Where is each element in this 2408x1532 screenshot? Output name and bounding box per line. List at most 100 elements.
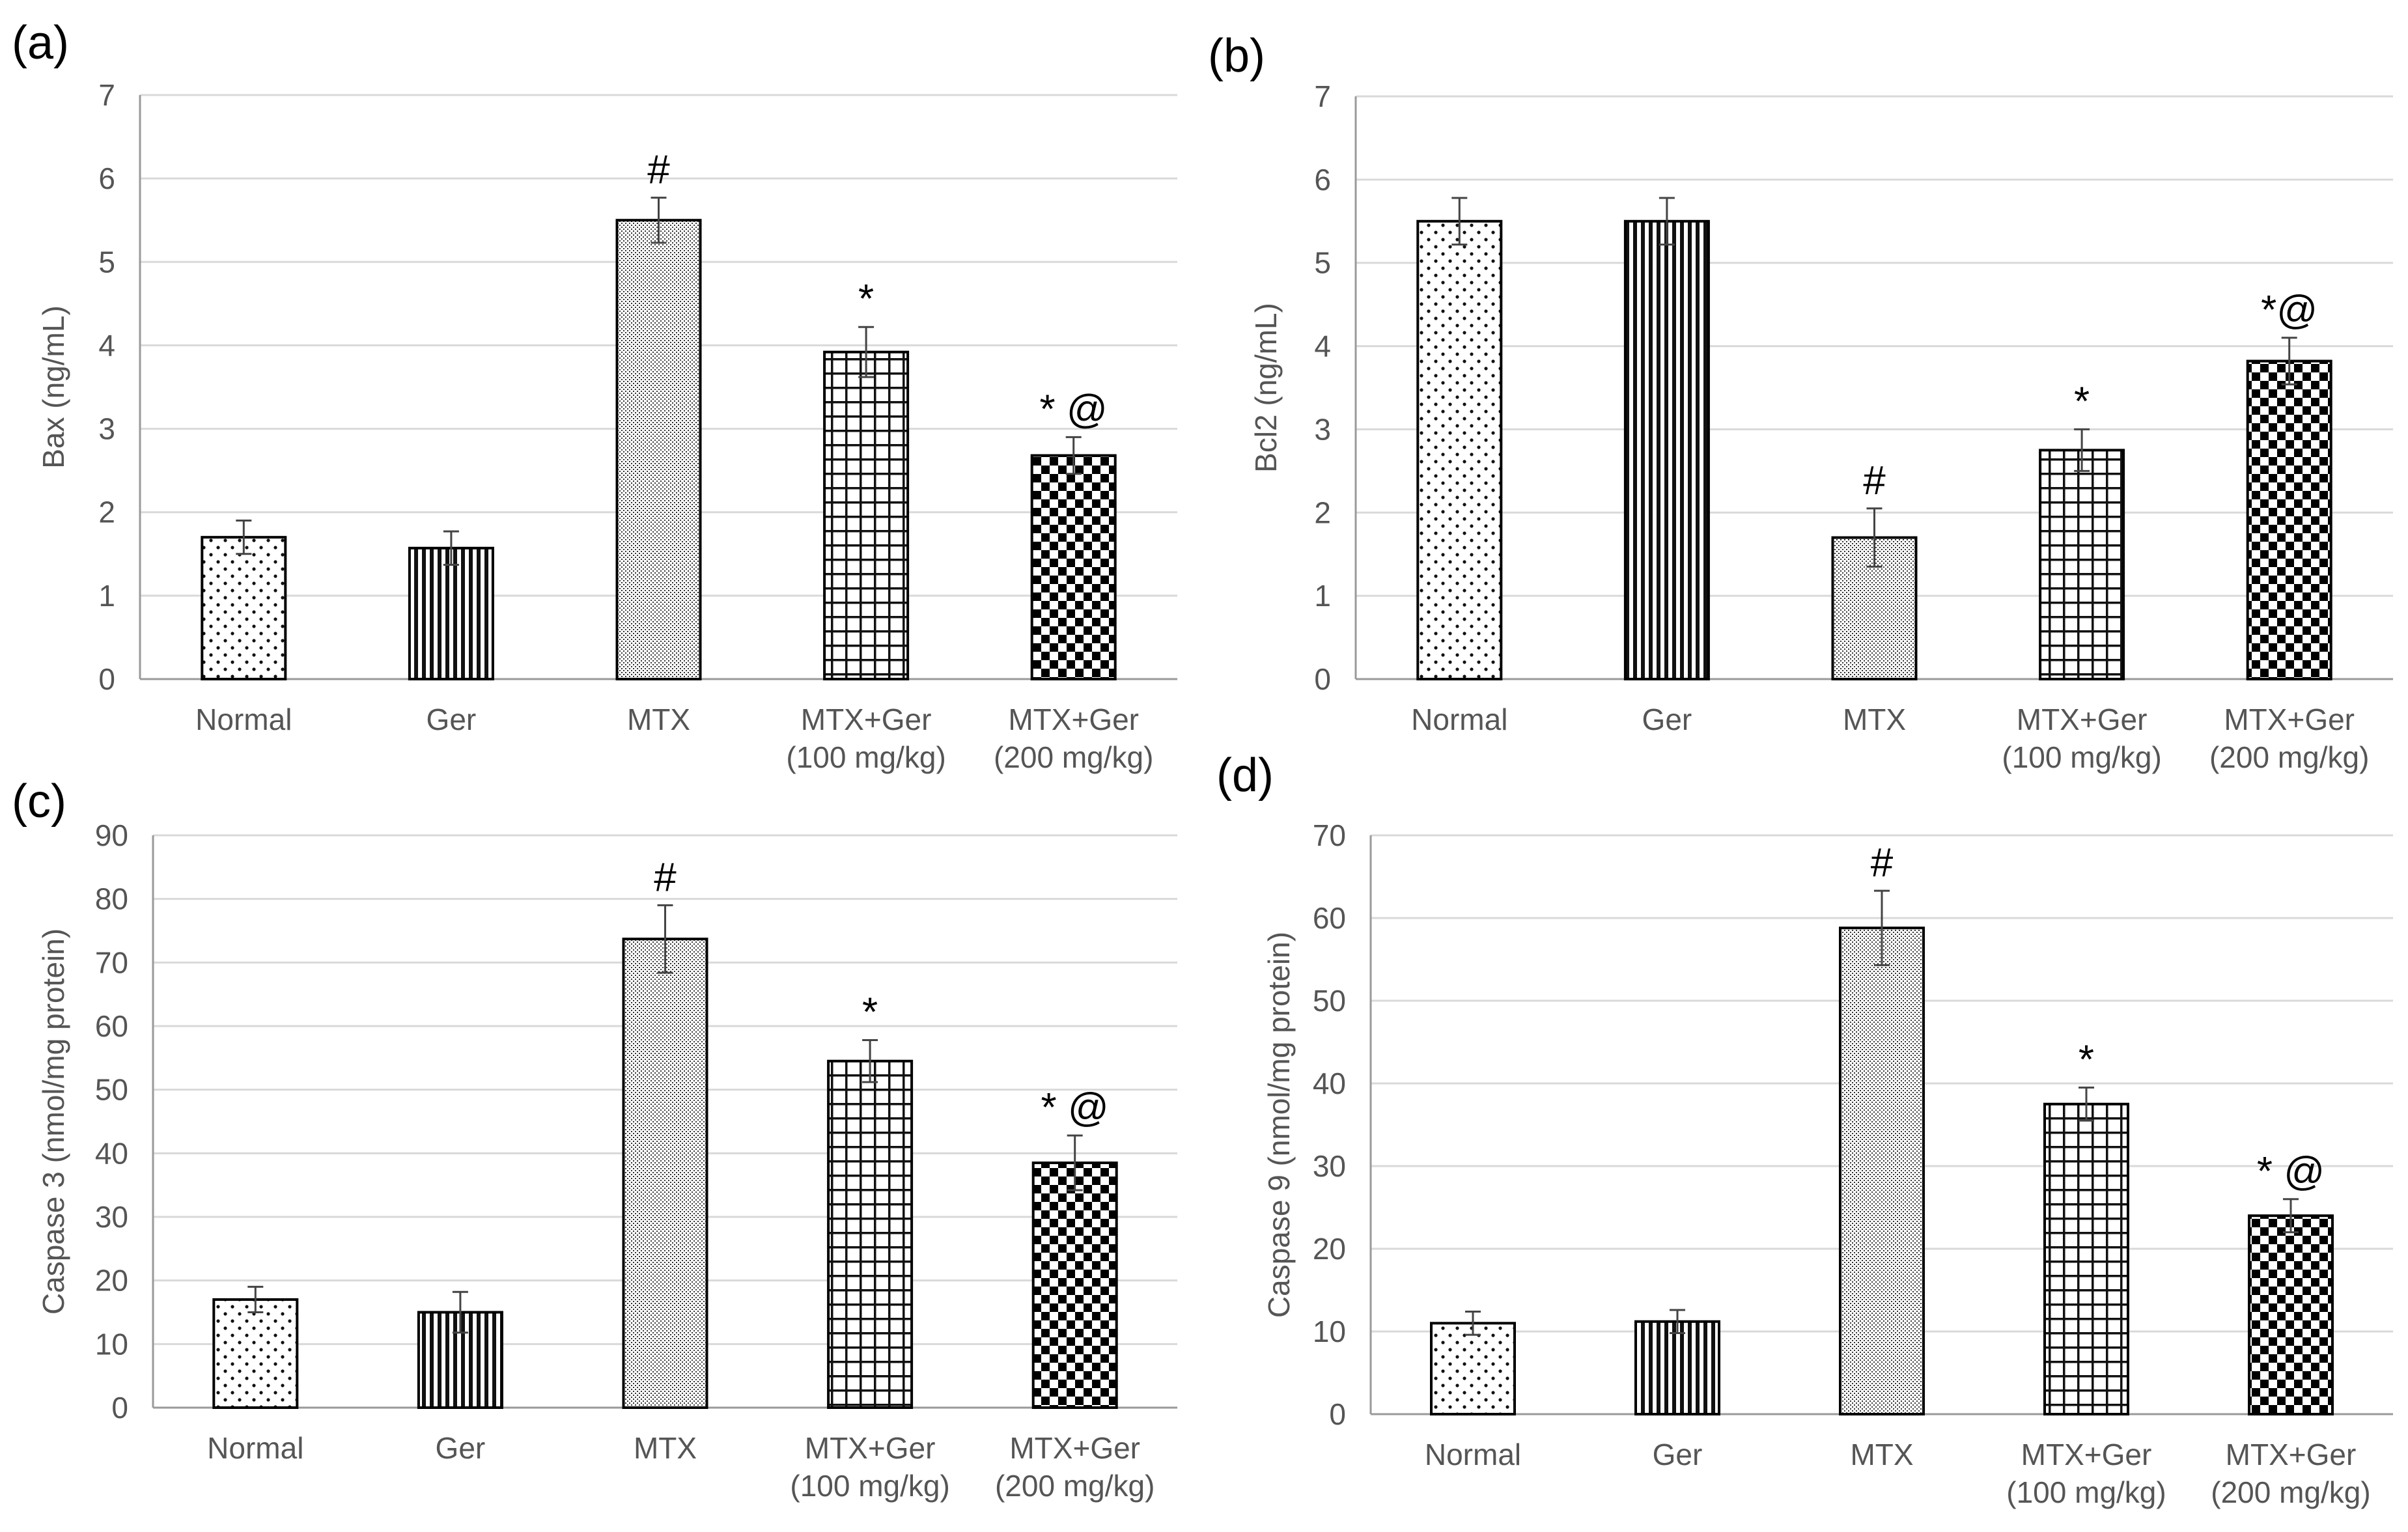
bar (1623, 219, 1710, 680)
y-tick-label: 1 (1314, 579, 1331, 613)
panel-label: (a) (12, 17, 69, 69)
significance-label: * (862, 990, 878, 1035)
x-tick-label-line: (100 mg/kg) (786, 740, 945, 774)
x-tick-label-line: MTX+Ger (1008, 703, 1139, 736)
x-tick-label: MTX+Ger (100 mg/kg) (786, 703, 945, 774)
chart-panel-1: (a) 0 1 2 3 4 5 6 7 Bax (ng/mL) Normal Ger # MTX * MTX+… (12, 17, 1177, 774)
x-tick-label: MTX+Ger (200 mg/kg) (2211, 1438, 2370, 1509)
y-tick-label: 50 (1313, 984, 1346, 1018)
x-tick-label-line: Ger (427, 703, 477, 736)
x-tick-label-line: Normal (195, 703, 292, 736)
significance-label: # (1871, 841, 1894, 885)
y-tick-label: 40 (95, 1136, 128, 1170)
y-tick-label: 2 (1314, 495, 1331, 529)
significance-label: * (858, 277, 874, 322)
x-tick-label-line: MTX+Ger (2224, 703, 2355, 736)
panel-label: (c) (12, 775, 66, 828)
significance-label: # (654, 855, 677, 900)
bar (2246, 359, 2332, 680)
chart-panel-3: (c) 0 10 20 30 40 50 60 70 80 90 Caspase 3 (nmol/mg… (12, 775, 1177, 1503)
x-tick-label-line: (100 mg/kg) (2006, 1475, 2166, 1509)
x-tick-label-line: MTX+Ger (2226, 1438, 2357, 1471)
bar (823, 350, 910, 680)
bar (1839, 926, 1925, 1415)
x-tick-label-line: (200 mg/kg) (994, 740, 1153, 774)
bar (408, 546, 494, 681)
x-tick-label-line: Ger (436, 1431, 486, 1465)
x-tick-label-line: MTX+Ger (805, 1431, 936, 1465)
x-tick-label-line: MTX+Ger (2021, 1438, 2152, 1471)
significance-label: * @ (2257, 1149, 2325, 1194)
significance-label: *@ (2261, 288, 2317, 333)
x-tick-label-line: MTX (634, 1431, 697, 1465)
y-tick-label: 3 (98, 412, 115, 446)
y-tick-label: 7 (98, 78, 115, 112)
bar (2039, 449, 2125, 681)
x-tick-label: MTX (634, 1431, 697, 1465)
y-tick-label: 2 (98, 495, 115, 529)
x-tick-label-line: Ger (1653, 1438, 1703, 1471)
y-tick-label: 60 (95, 1009, 128, 1043)
x-tick-label: Normal (1425, 1438, 1521, 1471)
bar (201, 536, 287, 681)
y-tick-label: 50 (95, 1073, 128, 1107)
y-tick-label: 0 (1314, 662, 1331, 696)
y-tick-label: 6 (1314, 163, 1331, 197)
y-tick-label: 70 (1313, 818, 1346, 852)
x-tick-label-line: Ger (1642, 703, 1692, 736)
y-tick-label: 20 (95, 1264, 128, 1298)
x-tick-label: MTX (1850, 1438, 1913, 1471)
y-tick-label: 40 (1313, 1066, 1346, 1100)
x-tick-label: Normal (195, 703, 292, 736)
x-tick-label: Normal (1411, 703, 1507, 736)
bar (1634, 1320, 1720, 1416)
x-tick-label-line: (200 mg/kg) (2211, 1475, 2370, 1509)
x-tick-label: Ger (1653, 1438, 1703, 1471)
x-tick-label-line: MTX+Ger (1009, 1431, 1140, 1465)
x-tick-label: Ger (1642, 703, 1692, 736)
panel-label: (d) (1216, 749, 1274, 801)
y-tick-label: 7 (1314, 79, 1331, 113)
chart-panel-2: (b) 0 1 2 3 4 5 6 7 Bcl2 (ng/mL) Normal Ger # MTX * MTX… (1208, 30, 2393, 774)
bar (1416, 219, 1503, 680)
x-tick-label-line: Normal (207, 1431, 303, 1465)
y-tick-label: 10 (1313, 1315, 1346, 1348)
y-tick-label: 60 (1313, 901, 1346, 935)
y-tick-label: 30 (1313, 1149, 1346, 1183)
x-tick-label: Normal (207, 1431, 303, 1465)
significance-label: * (2079, 1037, 2094, 1082)
x-tick-label: MTX (627, 703, 690, 736)
x-tick-label: MTX (1843, 703, 1906, 736)
y-tick-label: 0 (1329, 1397, 1346, 1431)
x-tick-label-line: MTX (627, 703, 690, 736)
y-tick-label: 5 (1314, 246, 1331, 280)
significance-label: # (1863, 458, 1886, 503)
y-tick-label: 4 (98, 328, 115, 362)
x-tick-label: Ger (427, 703, 477, 736)
x-tick-label-line: MTX (1850, 1438, 1913, 1471)
x-tick-label-line: MTX (1843, 703, 1906, 736)
x-tick-label: MTX+Ger (100 mg/kg) (2006, 1438, 2166, 1509)
x-tick-label-line: (100 mg/kg) (790, 1469, 949, 1503)
x-tick-label-line: (200 mg/kg) (2209, 740, 2369, 774)
y-tick-label: 5 (98, 245, 115, 279)
x-tick-label: MTX+Ger (200 mg/kg) (995, 1431, 1155, 1503)
y-tick-label: 1 (98, 579, 115, 613)
x-tick-label: MTX+Ger (100 mg/kg) (790, 1431, 949, 1503)
bar (2043, 1102, 2129, 1415)
x-tick-label: MTX+Ger (100 mg/kg) (2002, 703, 2161, 774)
y-axis-title: Caspase 9 (nmol/mg protein) (1262, 932, 1296, 1318)
y-tick-label: 70 (95, 945, 128, 979)
bar (1430, 1322, 1516, 1416)
x-tick-label: MTX+Ger (200 mg/kg) (2209, 703, 2369, 774)
y-tick-label: 30 (95, 1200, 128, 1234)
x-tick-label-line: Normal (1425, 1438, 1521, 1471)
bar (1030, 454, 1117, 680)
significance-label: * (2074, 379, 2090, 424)
panel-label: (b) (1208, 30, 1265, 82)
y-axis-title: Bcl2 (ng/mL) (1249, 303, 1283, 473)
y-tick-label: 0 (111, 1391, 128, 1425)
bar (1031, 1161, 1118, 1409)
x-tick-label-line: Normal (1411, 703, 1507, 736)
